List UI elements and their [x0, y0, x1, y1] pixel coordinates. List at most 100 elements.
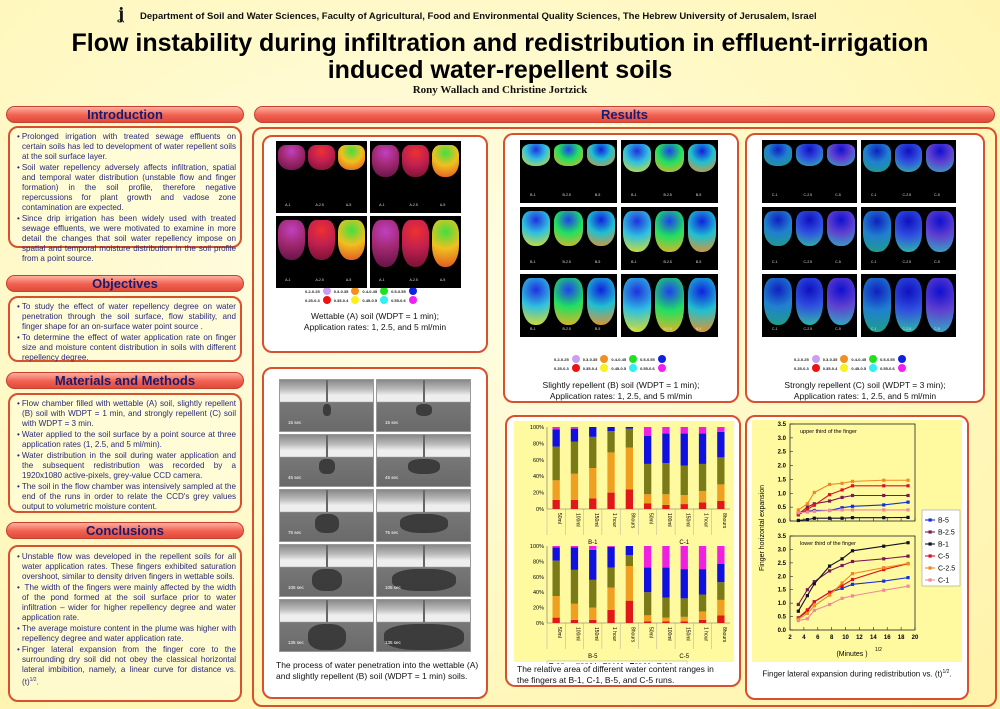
time-label: 135 sec	[385, 640, 401, 645]
bar-segment-0.4-0.5	[552, 446, 560, 481]
data-point	[805, 611, 809, 615]
legend-marker	[928, 566, 932, 570]
data-point	[805, 588, 809, 592]
category-label: 50ml	[648, 513, 654, 524]
image-label: C-2.5	[902, 193, 912, 197]
x-axis-label: (Minutes )	[836, 651, 867, 658]
caption-line: The process of water penetration into th…	[276, 660, 479, 670]
conclusion-bullet: The width of the fingers were mainly aff…	[15, 583, 236, 623]
image-label: C-1	[771, 193, 778, 197]
data-point	[850, 504, 855, 508]
legend-color-dot	[869, 364, 878, 372]
bar-segment-0.3-0.4	[680, 495, 688, 505]
data-point	[827, 499, 832, 503]
category-label: 1 hour	[611, 513, 617, 528]
data-point	[882, 567, 886, 572]
ccd-photo: 75 sec	[376, 489, 471, 542]
caption-line: and slightly repellent (B) soil (WDPT = …	[276, 671, 468, 681]
data-point	[827, 590, 832, 594]
data-point	[850, 493, 855, 498]
data-point	[906, 515, 910, 519]
moisture-image: B-1 B-2.5 B-5	[520, 140, 617, 203]
bar-segment-0.3-0.4	[552, 596, 560, 618]
image-label: B-5	[594, 193, 601, 197]
wetting-front	[323, 404, 331, 416]
legend-color-dot	[380, 287, 389, 295]
image-label: C-1	[870, 260, 877, 264]
data-point	[805, 594, 809, 598]
y-tick-label: 1.5	[778, 588, 787, 594]
bar-segment-0.4-0.5	[643, 592, 652, 616]
image-label: C-1	[771, 260, 778, 264]
bar-chart-b1-c1: 0% 20% 40% 60% 80% 100% 50ml 100ml 150ml 1 hour 8h…	[530, 425, 730, 545]
dripper-tube	[423, 490, 425, 512]
bar-segment-<0.3	[607, 492, 615, 509]
moisture-image: C-1 C-2.5 C-5	[861, 140, 956, 203]
data-point	[882, 478, 886, 482]
x-tick-label: 16	[884, 635, 891, 641]
bar-chart-background	[514, 421, 734, 662]
bar-segment-0.4-0.5	[662, 597, 670, 618]
legend-color-dot	[657, 364, 666, 372]
dripper-tube	[326, 490, 328, 512]
category-label: 150ml	[684, 627, 690, 641]
bar-segment-0.3-0.4	[717, 599, 725, 616]
legend-color-dot	[897, 364, 906, 372]
wetting-plume	[521, 278, 551, 326]
data-point	[812, 600, 816, 604]
legend-color-dot	[600, 355, 609, 363]
wetting-plume	[432, 145, 460, 178]
plot-frame	[789, 535, 916, 631]
wetting-plume	[622, 144, 652, 173]
x-tick-label: 2	[788, 635, 792, 641]
y-tick-label: 0%	[536, 507, 544, 513]
time-label: 105 sec	[385, 585, 401, 590]
legend-label: 0.55-0.6	[880, 365, 895, 371]
bar-segment-<0.3	[643, 621, 652, 623]
group-label: C-5	[679, 654, 689, 660]
bar-segment-<0.3	[717, 500, 725, 509]
data-point	[805, 510, 809, 514]
legend-marker	[928, 518, 932, 522]
method-bullet: Water applied to the soil surface by a p…	[15, 430, 236, 450]
wetting-plume	[622, 278, 652, 332]
y-tick-label: 80%	[533, 559, 544, 565]
wetting-plume	[795, 278, 824, 326]
bar-segment->0.6	[717, 427, 725, 432]
method-bullet: The soil in the flow chamber was intensi…	[15, 482, 236, 512]
wetting-plume	[402, 220, 429, 267]
methods-heading: Materials and Methods	[6, 372, 244, 389]
objective-bullet: To determine the effect of water applica…	[15, 333, 236, 363]
moisture-legend: 0.2-0.25 0.3-0.35 0.4-0.45 0.5-0.55 0.25-0.3…	[554, 355, 666, 372]
dripper-tube	[423, 545, 425, 567]
legend-label: 0.4-0.45	[362, 288, 378, 294]
bar-segment-<0.3	[662, 504, 670, 509]
data-point	[796, 513, 800, 517]
bar-segment->0.6	[570, 427, 579, 429]
legend-swatch	[549, 663, 553, 664]
data-point	[840, 488, 844, 492]
bar-segment-0.4-0.5	[570, 441, 579, 474]
data-point	[906, 484, 910, 488]
wetting-plume	[763, 278, 792, 326]
bar-segment-<0.3	[625, 600, 634, 623]
conclusions-heading: Conclusions	[6, 522, 244, 539]
image-label: B-2.5	[663, 193, 672, 197]
legend-label: 0.3-0.35	[822, 356, 838, 362]
moisture-image: B-1 B-2.5 B-5	[621, 274, 718, 337]
bar-segment-0.4-0.5	[625, 555, 634, 567]
data-point	[850, 516, 855, 520]
group-label: C-1	[679, 540, 689, 545]
bar-segment-0.5-0.6	[717, 563, 725, 583]
bar-segment-<0.3	[570, 619, 579, 623]
panel-c-caption: Strongly repellent (C) soil (WDPT = 3 mi…	[745, 380, 985, 402]
y-tick-label: 2.5	[778, 450, 787, 456]
bar-segment-0.3-0.4	[662, 494, 670, 505]
bar-segment-0.5-0.6	[570, 547, 579, 570]
wetting-plume	[827, 278, 856, 326]
moisture-image: C-1 C-2.5 C-5	[762, 140, 857, 203]
legend-label: 0.2-0.25	[305, 288, 320, 294]
panel-a-caption: Wettable (A) soil (WDPT = 1 min); Applica…	[262, 311, 488, 333]
conclusion-bullet: The average moisture content in the plum…	[15, 624, 236, 644]
bar-segment-0.4-0.5	[680, 598, 688, 617]
